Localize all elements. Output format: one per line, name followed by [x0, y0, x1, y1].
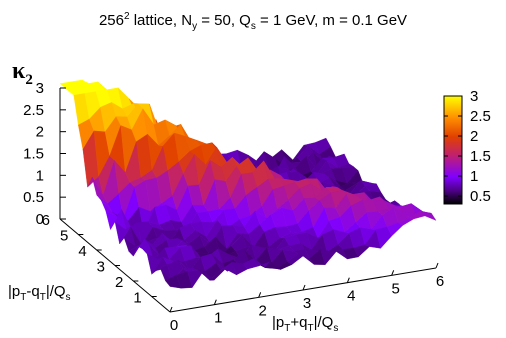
y-tick-label-4: 5: [60, 228, 68, 245]
colorbar: [443, 95, 463, 205]
x-tick-label-0: 0: [170, 317, 178, 334]
y-axis-label: |pT-qT|/Qs: [8, 283, 71, 303]
colorbar-tick-label-4: 2.5: [470, 108, 491, 125]
x-tick-label-4: 4: [347, 288, 355, 305]
y-tick-label-2: 3: [97, 259, 105, 276]
chart-title: 2562 lattice, Ny = 50, Qs = 1 GeV, m = 0…: [98, 11, 408, 32]
y-tick-label-5: 6: [42, 212, 50, 229]
x-tick-mark-5: [391, 270, 395, 276]
z-tick-label-6: 3: [36, 80, 44, 97]
x-tick-mark-2: [258, 292, 262, 298]
colorbar-ticks: 0.5 1 1.5 2 2.5 3: [444, 88, 491, 205]
x-tick-label-6: 6: [436, 273, 444, 290]
x-tick-label-5: 5: [391, 280, 399, 297]
x-tick-mark-6: [435, 262, 439, 269]
x-tick-mark-0: [169, 306, 173, 313]
surface: [59, 79, 437, 289]
z-tick-label-2: 1: [36, 167, 44, 184]
z-tick-label-3: 1.5: [23, 146, 44, 163]
colorbar-tick-label-5: 3: [470, 88, 478, 105]
z-tick-label-1: 0.5: [23, 189, 44, 206]
surface-cell-23-23: [419, 210, 437, 221]
x-ticks: 0 1 2 3 4 5 6: [169, 262, 444, 334]
z-tick-label-5: 2.5: [23, 102, 44, 119]
colorbar-tick-label-2: 1.5: [470, 148, 491, 165]
colorbar-tick-label-1: 1: [470, 168, 478, 185]
y-tick-label-0: 1: [133, 290, 141, 307]
x-tick-mark-3: [302, 284, 306, 291]
x-tick-mark-1: [213, 299, 217, 305]
y-tick-label-3: 4: [78, 243, 86, 260]
y-tick-label-1: 2: [115, 274, 123, 291]
x-tick-label-3: 3: [303, 295, 311, 312]
z-axis-label: κ2: [12, 58, 33, 88]
x-axis-label: |pT+qT|/Qs: [272, 314, 339, 334]
z-ticks: 0 0.5 1 1.5 2 2.5 3: [23, 80, 66, 228]
z-tick-label-4: 2: [36, 124, 44, 141]
x-tick-label-1: 1: [214, 310, 222, 327]
colorbar-tick-label-3: 2: [470, 128, 478, 145]
x-tick-label-2: 2: [258, 302, 266, 319]
colorbar-tick-label-0: 0.5: [470, 188, 491, 205]
z-tick-label-0: 0: [36, 211, 44, 228]
x-tick-mark-4: [346, 277, 350, 283]
